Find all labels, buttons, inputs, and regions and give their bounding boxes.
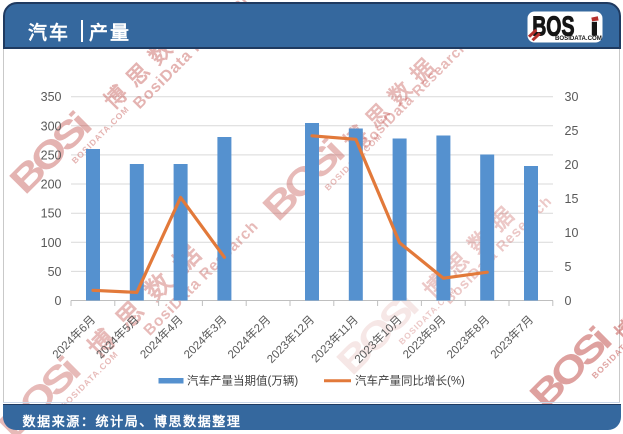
- svg-text:10: 10: [565, 226, 579, 240]
- svg-text:2023年12月: 2023年12月: [264, 313, 317, 366]
- svg-text:15: 15: [565, 192, 579, 206]
- svg-text:0: 0: [55, 294, 62, 308]
- svg-text:2024年3月: 2024年3月: [181, 313, 230, 362]
- svg-text:汽车产量同比增长(%): 汽车产量同比增长(%): [355, 374, 465, 388]
- svg-text:2024年2月: 2024年2月: [225, 313, 274, 362]
- svg-text:BosiData Research: BosiData Research: [357, 38, 471, 152]
- svg-text:5: 5: [565, 260, 572, 274]
- svg-text:150: 150: [41, 207, 62, 221]
- svg-text:汽车产量当期值(万辆): 汽车产量当期值(万辆): [187, 374, 298, 388]
- svg-text:博思数据: 博思数据: [610, 240, 623, 347]
- svg-text:25: 25: [565, 124, 579, 138]
- svg-text:20: 20: [565, 158, 579, 172]
- svg-text:0: 0: [565, 294, 572, 308]
- svg-text:50: 50: [48, 265, 62, 279]
- svg-text:BOSIDATA.COM: BOSIDATA.COM: [555, 35, 602, 42]
- svg-text:200: 200: [41, 178, 62, 192]
- svg-text:250: 250: [41, 148, 62, 162]
- svg-text:350: 350: [41, 90, 62, 104]
- svg-text:300: 300: [41, 119, 62, 133]
- svg-text:30: 30: [565, 90, 579, 104]
- svg-text:2023年8月: 2023年8月: [444, 313, 493, 362]
- svg-text:100: 100: [41, 236, 62, 250]
- svg-text:2023年7月: 2023年7月: [487, 313, 536, 362]
- svg-text:BOS: BOS: [532, 11, 574, 42]
